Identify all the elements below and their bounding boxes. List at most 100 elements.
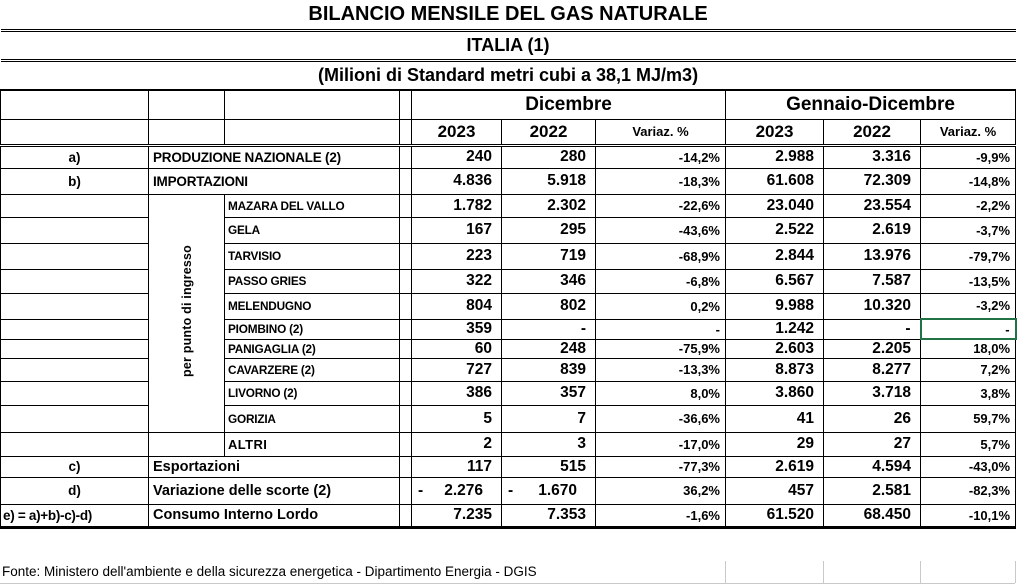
empty-cell[interactable] [148, 431, 225, 457]
cell-altri-dic-var[interactable]: -17,0% [595, 431, 726, 457]
header-empty-cell[interactable] [148, 118, 225, 147]
header-dic-2022[interactable]: 2022 [501, 118, 596, 147]
header-empty-cell[interactable] [224, 118, 400, 147]
cell-passo-gries-dic-var[interactable]: -6,8% [595, 268, 726, 294]
cell-esportazioni-dic-2022[interactable]: 515 [501, 455, 596, 478]
cell-piombino-dic-var[interactable]: - [595, 318, 726, 340]
row-code-mazara-del-vallo[interactable] [0, 193, 149, 218]
row-label-variazione-scorte[interactable]: Variazione delle scorte (2) [148, 476, 400, 505]
cell-cavarzere-gen-2023[interactable]: 8.873 [725, 357, 824, 382]
cell-consumo-interno-lordo-gen-var[interactable]: -10,1% [919, 503, 1017, 529]
cell-variazione-scorte-gen-2022[interactable]: 2.581 [823, 476, 921, 505]
entry-group-label[interactable]: per punto di ingresso [148, 193, 225, 433]
cell-melendugno-gen-2023[interactable]: 9.988 [725, 292, 824, 320]
row-code-melendugno[interactable] [0, 292, 149, 320]
row-code-piombino[interactable] [0, 318, 149, 340]
header-empty-cell[interactable] [148, 89, 225, 120]
row-label-tarvisio[interactable]: TARVISIO [224, 242, 400, 270]
row-code-passo-gries[interactable] [0, 268, 149, 294]
cell-consumo-interno-lordo-dic-var[interactable]: -1,6% [595, 503, 726, 529]
row-code-consumo-interno-lordo[interactable]: e) = a)+b)-c)-d) [0, 503, 149, 529]
cell-produzione-nazionale-gen-var[interactable]: -9,9% [919, 144, 1017, 169]
cell-produzione-nazionale-gen-2023[interactable]: 2.988 [725, 144, 824, 169]
cell-variazione-scorte-dic-var[interactable]: 36,2% [595, 476, 726, 505]
row-code-variazione-scorte[interactable]: d) [0, 476, 149, 505]
cell-cavarzere-dic-2023[interactable]: 727 [411, 357, 502, 382]
cell-produzione-nazionale-gen-2022[interactable]: 3.316 [823, 144, 921, 169]
cell-melendugno-gen-2022[interactable]: 10.320 [823, 292, 921, 320]
cell-esportazioni-gen-var[interactable]: -43,0% [919, 455, 1017, 478]
cell-passo-gries-dic-2023[interactable]: 322 [411, 268, 502, 294]
cell-gorizia-gen-2022[interactable]: 26 [823, 404, 921, 433]
row-code-importazioni[interactable]: b) [0, 167, 149, 195]
cell-panigaglia-dic-var[interactable]: -75,9% [595, 338, 726, 359]
cell-importazioni-gen-2023[interactable]: 61.608 [725, 167, 824, 195]
header-dic-2023[interactable]: 2023 [411, 118, 502, 147]
cell-gorizia-dic-2022[interactable]: 7 [501, 404, 596, 433]
header-gen-2023[interactable]: 2023 [725, 118, 824, 147]
cell-livorno-gen-2023[interactable]: 3.860 [725, 380, 824, 406]
row-code-tarvisio[interactable] [0, 242, 149, 270]
cell-variazione-scorte-dic-2023[interactable]: - 2.276 [411, 476, 502, 505]
cell-gela-dic-2022[interactable]: 295 [501, 216, 596, 244]
cell-variazione-scorte-gen-var[interactable]: -82,3% [919, 476, 1017, 505]
cell-piombino-gen-2023[interactable]: 1.242 [725, 318, 824, 340]
cell-panigaglia-dic-2022[interactable]: 248 [501, 338, 596, 359]
cell-mazara-del-vallo-gen-var[interactable]: -2,2% [919, 193, 1017, 218]
row-code-panigaglia[interactable] [0, 338, 149, 359]
row-code-esportazioni[interactable]: c) [0, 455, 149, 478]
cell-variazione-scorte-gen-2023[interactable]: 457 [725, 476, 824, 505]
cell-gorizia-dic-var[interactable]: -36,6% [595, 404, 726, 433]
row-label-passo-gries[interactable]: PASSO GRIES [224, 268, 400, 294]
cell-mazara-del-vallo-gen-2023[interactable]: 23.040 [725, 193, 824, 218]
cell-livorno-gen-2022[interactable]: 3.718 [823, 380, 921, 406]
cell-consumo-interno-lordo-gen-2022[interactable]: 68.450 [823, 503, 921, 529]
cell-importazioni-gen-2022[interactable]: 72.309 [823, 167, 921, 195]
cell-piombino-gen-var[interactable]: - [919, 318, 1017, 340]
cell-livorno-gen-var[interactable]: 3,8% [919, 380, 1017, 406]
row-code-gela[interactable] [0, 216, 149, 244]
cell-importazioni-dic-2023[interactable]: 4.836 [411, 167, 502, 195]
cell-piombino-dic-2023[interactable]: 359 [411, 318, 502, 340]
cell-panigaglia-gen-2022[interactable]: 2.205 [823, 338, 921, 359]
row-label-piombino[interactable]: PIOMBINO (2) [224, 318, 400, 340]
cell-importazioni-gen-var[interactable]: -14,8% [919, 167, 1017, 195]
cell-altri-gen-var[interactable]: 5,7% [919, 431, 1017, 457]
cell-cavarzere-dic-var[interactable]: -13,3% [595, 357, 726, 382]
row-label-esportazioni[interactable]: Esportazioni [148, 455, 400, 478]
cell-gela-gen-var[interactable]: -3,7% [919, 216, 1017, 244]
cell-tarvisio-gen-2023[interactable]: 2.844 [725, 242, 824, 270]
row-code-livorno[interactable] [0, 380, 149, 406]
cell-altri-dic-2023[interactable]: 2 [411, 431, 502, 457]
row-label-consumo-interno-lordo[interactable]: Consumo Interno Lordo [148, 503, 400, 529]
cell-panigaglia-gen-2023[interactable]: 2.603 [725, 338, 824, 359]
cell-cavarzere-dic-2022[interactable]: 839 [501, 357, 596, 382]
cell-melendugno-gen-var[interactable]: -3,2% [919, 292, 1017, 320]
row-code-cavarzere[interactable] [0, 357, 149, 382]
cell-tarvisio-dic-2022[interactable]: 719 [501, 242, 596, 270]
cell-gela-dic-2023[interactable]: 167 [411, 216, 502, 244]
cell-tarvisio-dic-2023[interactable]: 223 [411, 242, 502, 270]
cell-produzione-nazionale-dic-var[interactable]: -14,2% [595, 144, 726, 169]
cell-passo-gries-dic-2022[interactable]: 346 [501, 268, 596, 294]
row-label-produzione-nazionale[interactable]: PRODUZIONE NAZIONALE (2) [148, 144, 400, 169]
row-code-gorizia[interactable] [0, 404, 149, 433]
cell-passo-gries-gen-var[interactable]: -13,5% [919, 268, 1017, 294]
cell-gorizia-dic-2023[interactable]: 5 [411, 404, 502, 433]
cell-esportazioni-gen-2023[interactable]: 2.619 [725, 455, 824, 478]
header-group-gennaio-dicembre[interactable]: Gennaio-Dicembre [724, 89, 1017, 120]
cell-cavarzere-gen-2022[interactable]: 8.277 [823, 357, 921, 382]
cell-mazara-del-vallo-dic-2022[interactable]: 2.302 [501, 193, 596, 218]
cell-livorno-dic-2023[interactable]: 386 [411, 380, 502, 406]
cell-mazara-del-vallo-dic-var[interactable]: -22,6% [595, 193, 726, 218]
row-label-gela[interactable]: GELA [224, 216, 400, 244]
cell-esportazioni-dic-2023[interactable]: 117 [411, 455, 502, 478]
cell-consumo-interno-lordo-dic-2022[interactable]: 7.353 [501, 503, 596, 529]
cell-livorno-dic-2022[interactable]: 357 [501, 380, 596, 406]
row-label-panigaglia[interactable]: PANIGAGLIA (2) [224, 338, 400, 359]
cell-gela-gen-2022[interactable]: 2.619 [823, 216, 921, 244]
cell-gorizia-gen-2023[interactable]: 41 [725, 404, 824, 433]
cell-panigaglia-gen-var[interactable]: 18,0% [919, 338, 1017, 359]
cell-cavarzere-gen-var[interactable]: 7,2% [919, 357, 1017, 382]
cell-melendugno-dic-2023[interactable]: 804 [411, 292, 502, 320]
